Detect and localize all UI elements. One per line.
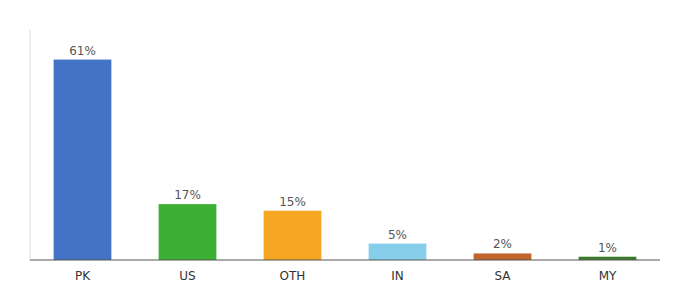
chart-container: 61% 17% 15% 5% 2% 1% PK US OTH IN SA MY — [0, 0, 680, 300]
data-label: 17% — [174, 188, 201, 202]
x-tick-label: MY — [599, 269, 617, 283]
x-tick-label: SA — [494, 269, 511, 283]
bar — [159, 204, 217, 260]
x-tick-label: IN — [391, 269, 404, 283]
chart: 61% 17% 15% 5% 2% 1% PK US OTH IN SA MY — [0, 0, 680, 300]
x-tick-label: OTH — [280, 269, 306, 283]
data-label: 5% — [388, 228, 407, 242]
data-label: 1% — [598, 241, 617, 255]
data-label: 61% — [69, 44, 96, 58]
bar — [264, 211, 322, 260]
bar — [474, 253, 532, 260]
data-label: 15% — [279, 195, 306, 209]
bar — [369, 244, 427, 260]
x-tick-label: PK — [75, 269, 91, 283]
data-label: 2% — [493, 237, 512, 251]
bar — [54, 60, 112, 260]
x-axis-line — [30, 260, 660, 261]
bars — [54, 60, 637, 260]
x-tick-label: US — [179, 269, 195, 283]
y-axis-line — [30, 30, 31, 260]
